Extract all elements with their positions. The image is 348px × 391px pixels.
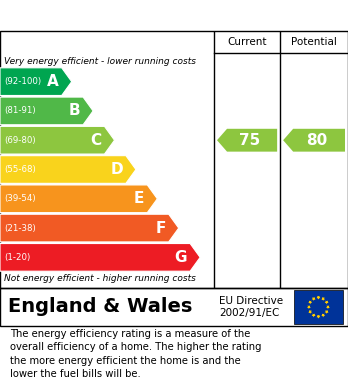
Polygon shape bbox=[316, 315, 321, 319]
Polygon shape bbox=[0, 156, 136, 183]
Polygon shape bbox=[321, 314, 325, 317]
Text: (55-68): (55-68) bbox=[4, 165, 36, 174]
Text: Potential: Potential bbox=[291, 37, 337, 47]
Text: Current: Current bbox=[227, 37, 267, 47]
Text: D: D bbox=[110, 162, 123, 177]
Polygon shape bbox=[0, 126, 114, 154]
Polygon shape bbox=[217, 129, 277, 152]
Text: Very energy efficient - lower running costs: Very energy efficient - lower running co… bbox=[4, 57, 196, 66]
Text: EU Directive
2002/91/EC: EU Directive 2002/91/EC bbox=[219, 296, 283, 318]
Polygon shape bbox=[308, 310, 312, 314]
Text: (21-38): (21-38) bbox=[4, 224, 36, 233]
Polygon shape bbox=[316, 296, 321, 300]
Text: C: C bbox=[90, 133, 102, 148]
Polygon shape bbox=[0, 68, 72, 95]
Text: (39-54): (39-54) bbox=[4, 194, 35, 203]
Text: (81-91): (81-91) bbox=[4, 106, 35, 115]
Polygon shape bbox=[0, 97, 93, 125]
Text: G: G bbox=[175, 250, 187, 265]
Text: A: A bbox=[47, 74, 59, 89]
Polygon shape bbox=[325, 310, 329, 314]
Text: 75: 75 bbox=[239, 133, 261, 148]
Text: England & Wales: England & Wales bbox=[8, 298, 192, 316]
Polygon shape bbox=[0, 214, 179, 242]
Polygon shape bbox=[312, 314, 316, 317]
Polygon shape bbox=[283, 129, 345, 152]
Polygon shape bbox=[0, 185, 157, 213]
Text: E: E bbox=[134, 191, 144, 206]
Text: Energy Efficiency Rating: Energy Efficiency Rating bbox=[10, 7, 220, 23]
Text: (69-80): (69-80) bbox=[4, 136, 35, 145]
Polygon shape bbox=[325, 301, 329, 304]
Polygon shape bbox=[307, 305, 311, 309]
Text: (1-20): (1-20) bbox=[4, 253, 30, 262]
Text: 80: 80 bbox=[307, 133, 328, 148]
Text: B: B bbox=[69, 104, 80, 118]
Text: Not energy efficient - higher running costs: Not energy efficient - higher running co… bbox=[4, 274, 196, 283]
Bar bbox=[294, 290, 343, 324]
Polygon shape bbox=[308, 301, 312, 304]
Polygon shape bbox=[312, 297, 316, 301]
Text: F: F bbox=[155, 221, 166, 235]
Text: The energy efficiency rating is a measure of the
overall efficiency of a home. T: The energy efficiency rating is a measur… bbox=[10, 329, 262, 379]
Polygon shape bbox=[326, 305, 330, 309]
Polygon shape bbox=[0, 244, 200, 271]
Text: (92-100): (92-100) bbox=[4, 77, 41, 86]
Polygon shape bbox=[321, 297, 325, 301]
